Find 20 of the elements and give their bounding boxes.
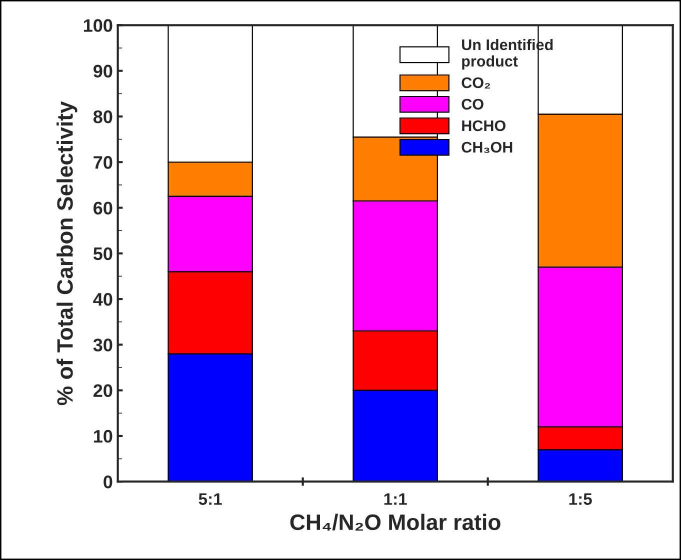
legend-label: CH₃OH <box>462 142 512 154</box>
y-tick-label: 60 <box>94 202 112 214</box>
x-tick-label: 1:5 <box>569 493 592 505</box>
y-tick-label: 80 <box>93 110 112 124</box>
x-tick-label: 1:1 <box>384 493 407 505</box>
y-tick-label: 30 <box>93 338 112 352</box>
y-tick-label: 100 <box>84 19 112 32</box>
y-tick-label: 90 <box>93 64 112 78</box>
y-tick-label: 40 <box>93 292 112 306</box>
y-tick-label: 20 <box>93 384 112 398</box>
y-tick-label: 10 <box>94 430 112 443</box>
legend-label: HCHO <box>462 120 506 132</box>
y-axis-title: % of Total Carbon Selectivity <box>56 101 78 406</box>
y-tick-label: 70 <box>94 156 112 169</box>
legend-label: CO₂ <box>462 77 490 88</box>
legend-label: CO <box>462 98 484 110</box>
x-tick-label: 5:1 <box>198 493 222 505</box>
x-axis-title: CH₄/N₂O Molar ratio <box>290 514 500 531</box>
y-tick-label: 50 <box>93 247 112 260</box>
y-tick-label: 0 <box>104 476 112 488</box>
